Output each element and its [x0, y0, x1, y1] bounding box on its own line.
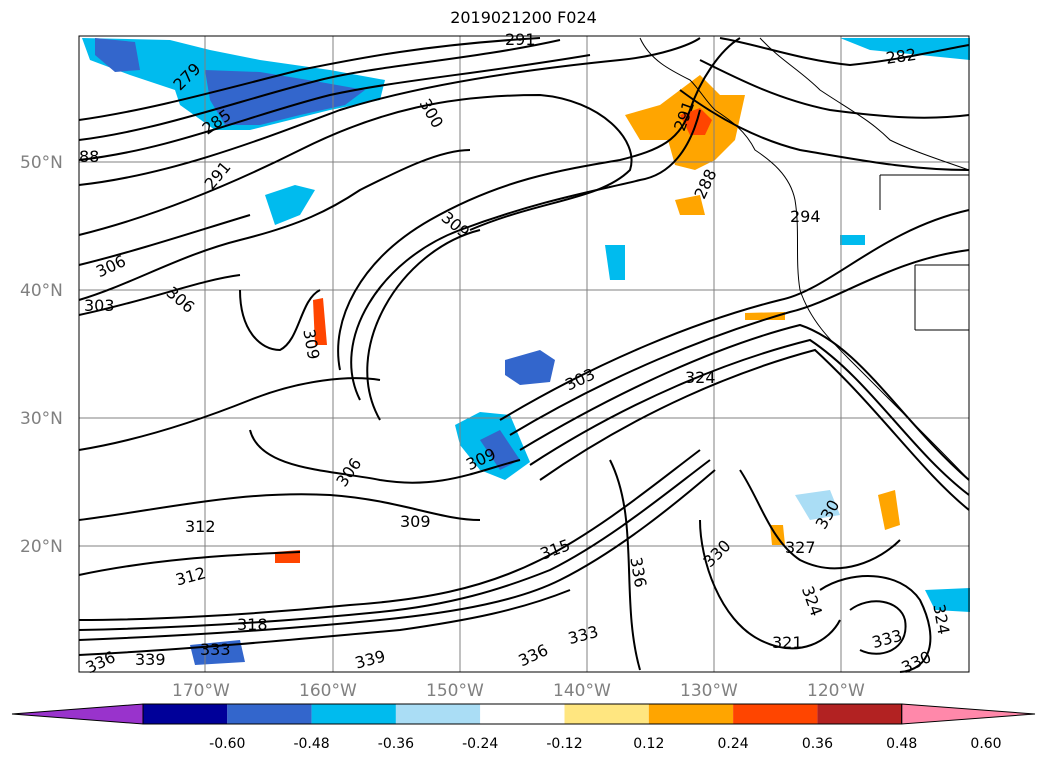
lon-label-170w: 170°W	[172, 681, 230, 701]
lon-label-160w: 160°W	[299, 681, 357, 701]
colorbar-tick-label: 0.36	[802, 736, 833, 752]
contour-label: 88	[79, 147, 99, 166]
height-contours	[78, 37, 970, 673]
contour-label: 333	[870, 626, 904, 652]
orange-patch-s2	[745, 312, 785, 320]
contour-label: 282	[885, 45, 918, 68]
colorbar-tick-label: 0.24	[718, 736, 749, 752]
contour-label: 291	[200, 158, 234, 194]
contour-label: 330	[699, 536, 734, 571]
latitude-labels: 50°N 40°N 30°N 20°N	[20, 153, 63, 557]
shading-layer	[82, 38, 970, 665]
chart-title: 2019021200 F024	[450, 8, 597, 27]
contour-label: 336	[83, 647, 119, 677]
colorbar-extend-high	[901, 703, 1036, 725]
lon-label-130w: 130°W	[680, 681, 738, 701]
lightblue-patch-e	[795, 490, 840, 520]
colorbar-bin	[817, 704, 902, 724]
colorbar-tick-label: -0.48	[293, 736, 329, 752]
contour-label: 294	[790, 207, 821, 226]
contour-label: 312	[173, 563, 207, 589]
blue-patch-ne	[840, 38, 970, 60]
longitude-labels: 170°W 160°W 150°W 140°W 130°W 120°W	[172, 681, 865, 701]
colorbar-bin	[564, 704, 649, 724]
contour-label: 324	[929, 603, 953, 636]
colorbar-bin	[227, 704, 312, 724]
lat-label-40: 40°N	[20, 281, 63, 301]
blue-patch-center	[505, 350, 555, 385]
contour-labels: 279 285 291 300 309 306 303 306 309 306 …	[79, 30, 953, 677]
contour-label: 309	[400, 512, 431, 531]
lon-label-150w: 150°W	[426, 681, 484, 701]
lat-label-50: 50°N	[20, 153, 63, 173]
blue-patch-se	[925, 588, 970, 612]
colorbar-tick-label: 0.60	[970, 736, 1001, 752]
colorbar-outline	[142, 703, 903, 725]
contour-label: 306	[163, 283, 199, 317]
colorbar-tick-label: -0.12	[546, 736, 582, 752]
contour-label: 333	[566, 622, 600, 648]
blue-patch-mid	[265, 185, 315, 225]
contour-label: 339	[135, 650, 166, 669]
colorbar-tick-label: -0.36	[378, 736, 414, 752]
colorbar-tick-label: -0.24	[462, 736, 498, 752]
colorbar-bin	[143, 704, 228, 724]
contour-label: 303	[84, 296, 115, 315]
lon-label-120w: 120°W	[807, 681, 865, 701]
lat-label-30: 30°N	[20, 409, 63, 429]
colorbar-tick-label: 0.12	[633, 736, 664, 752]
lat-label-20: 20°N	[20, 537, 63, 557]
contour-label: 336	[515, 640, 551, 670]
colorbar-tick-label: 0.48	[886, 736, 917, 752]
colorbar-bin	[648, 704, 734, 724]
colorbar-bin	[395, 704, 481, 724]
contour-label: 306	[332, 454, 365, 490]
contour-label: 291	[505, 30, 536, 49]
contour-label: 333	[200, 640, 231, 659]
orange-patch-pole	[313, 298, 327, 345]
colorbar: -0.60 -0.48 -0.36 -0.24 -0.12 0.12 0.24 0.36 0.4…	[11, 703, 1036, 752]
contour-label: 339	[353, 646, 387, 672]
contour-label: 324	[685, 368, 716, 387]
contour-label: 327	[785, 538, 816, 557]
lon-label-140w: 140°W	[553, 681, 611, 701]
contour-label: 300	[415, 95, 447, 131]
colorbar-bin	[733, 704, 818, 724]
orange-patch-2	[675, 195, 705, 215]
contour-label: 309	[299, 328, 323, 361]
colorbar-bin	[311, 704, 396, 724]
colorbar-extend-low	[11, 703, 144, 725]
orange-patch-e	[878, 490, 900, 530]
contour-label: 321	[772, 633, 803, 652]
blue-patch-nw2	[95, 38, 140, 72]
coastline	[639, 37, 970, 481]
blue-patch-w	[605, 245, 625, 280]
contour-label: 318	[237, 615, 268, 634]
contour-label: 306	[93, 251, 129, 281]
colorbar-bin	[480, 704, 565, 724]
contour-label: 315	[537, 535, 572, 563]
map-frame	[78, 35, 970, 673]
colorbar-tick-label: -0.60	[209, 736, 245, 752]
blue-patch-e	[840, 235, 865, 245]
blue-patch-center3	[480, 430, 520, 470]
contour-label: 288	[690, 166, 720, 202]
contour-label: 312	[185, 517, 216, 536]
